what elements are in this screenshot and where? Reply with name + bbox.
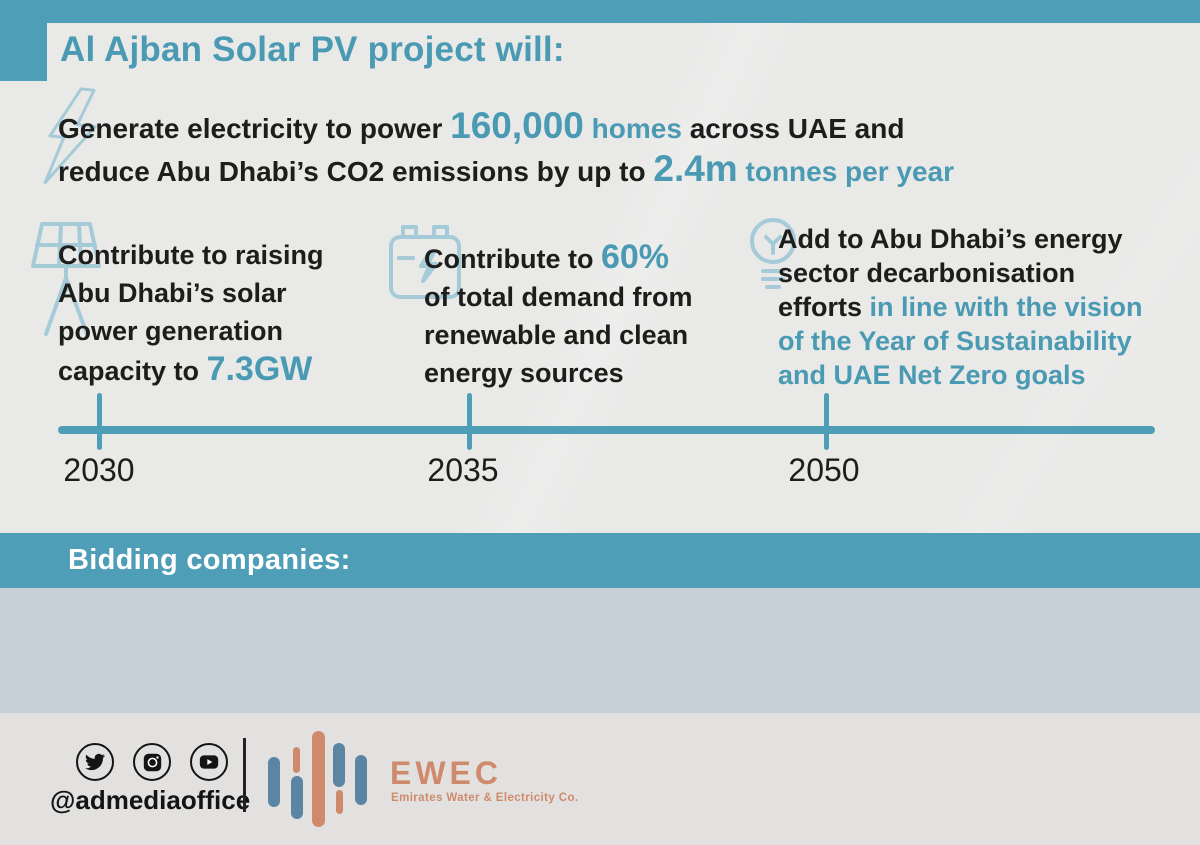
battery-icon bbox=[389, 225, 461, 299]
lightbulb-icon bbox=[750, 218, 796, 289]
intro-statement: Generate electricity to power 160,000 ho… bbox=[58, 106, 954, 192]
fact-solar-capacity: Contribute to raising Abu Dhabi’s solar … bbox=[58, 236, 324, 390]
page-title: Al Ajban Solar PV project will: bbox=[60, 30, 565, 69]
bidding-companies-bar: Bidding companies: bbox=[0, 533, 1200, 588]
instagram-icon bbox=[133, 743, 171, 781]
intro-line-1: Generate electricity to power 160,000 ho… bbox=[58, 106, 954, 149]
ewec-bar bbox=[333, 743, 345, 787]
logo-strip: CWA POWER أكـوا بـاور bbox=[0, 588, 1200, 713]
ewec-bar bbox=[268, 757, 280, 807]
demand-value: 60% bbox=[600, 238, 670, 276]
timeline-tick-2030 bbox=[97, 393, 102, 450]
ewec-bar bbox=[291, 776, 303, 819]
bidding-companies-label: Bidding companies: bbox=[68, 544, 351, 576]
co2-label: tonnes per year bbox=[737, 156, 955, 187]
fact-text: Contribute to raising Abu Dhabi’s solar … bbox=[58, 240, 324, 386]
lightning-icon bbox=[43, 87, 97, 185]
intro-text: across UAE and bbox=[681, 113, 905, 144]
top-accent-bar bbox=[0, 0, 1200, 23]
homes-label: homes bbox=[583, 113, 682, 144]
ewec-bar bbox=[293, 747, 300, 773]
footer-divider bbox=[243, 738, 246, 812]
social-handle: @admediaoffice bbox=[50, 785, 251, 815]
timeline-line bbox=[58, 426, 1155, 434]
corner-accent-block bbox=[0, 0, 47, 81]
timeline-year-2050: 2050 bbox=[788, 452, 860, 488]
ewec-bar bbox=[336, 790, 343, 814]
ewec-tagline: Emirates Water & Electricity Co. bbox=[391, 792, 579, 804]
ewec-wordmark: EWEC bbox=[390, 755, 502, 791]
youtube-icon bbox=[190, 743, 228, 781]
timeline-tick-2050 bbox=[824, 393, 829, 450]
fact-demand-share: Contribute to 60% of total demand from r… bbox=[424, 238, 693, 392]
ewec-bar bbox=[355, 755, 367, 805]
homes-count: 160,000 bbox=[450, 105, 584, 146]
fact-text: Contribute to bbox=[424, 244, 601, 274]
footer: @admediaoffice EWEC Emirates Water & Ele… bbox=[0, 713, 1200, 845]
fact-text: of total demand from renewable and clean… bbox=[424, 282, 693, 388]
timeline-year-2035: 2035 bbox=[427, 452, 499, 488]
intro-line-2: reduce Abu Dhabi’s CO2 emissions by up t… bbox=[58, 149, 954, 192]
ewec-bar bbox=[312, 731, 325, 827]
intro-text: Generate electricity to power bbox=[58, 113, 451, 144]
social-icons bbox=[76, 743, 228, 781]
twitter-icon bbox=[76, 743, 114, 781]
solar-panel-icon bbox=[31, 222, 101, 336]
timeline-year-2030: 2030 bbox=[63, 452, 135, 488]
fact-text: Add to Abu Dhabi’s energy sector decarbo… bbox=[778, 224, 1123, 322]
co2-value: 2.4m bbox=[653, 148, 738, 189]
intro-text: reduce Abu Dhabi’s CO2 emissions by up t… bbox=[58, 156, 654, 187]
vision-text: in line with the vision of the Year of S… bbox=[778, 292, 1143, 390]
fact-decarbonisation: Add to Abu Dhabi’s energy sector decarbo… bbox=[778, 222, 1143, 392]
capacity-value: 7.3GW bbox=[206, 350, 313, 388]
timeline-tick-2035 bbox=[467, 393, 472, 450]
